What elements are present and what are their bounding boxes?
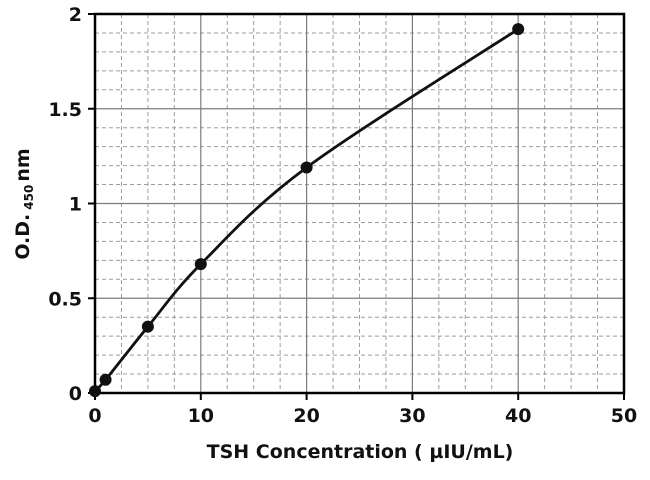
y-axis-title: O.D. 450 nm <box>12 148 36 259</box>
y-axis-title-unit: nm <box>12 148 34 182</box>
x-tick-label: 20 <box>293 405 319 427</box>
data-point <box>194 258 207 271</box>
y-tick-label: 2 <box>69 4 82 26</box>
y-tick-label: 1.5 <box>48 99 82 121</box>
x-tick-label: 0 <box>88 405 101 427</box>
x-tick-label: 10 <box>188 405 214 427</box>
y-axis-title-main: O.D. <box>12 213 34 260</box>
y-tick-label: 0.5 <box>48 288 82 310</box>
x-tick-label: 40 <box>505 405 531 427</box>
x-tick-label: 30 <box>399 405 425 427</box>
y-axis-title-subscript: 450 <box>22 184 36 210</box>
x-tick-label: 50 <box>611 405 637 427</box>
data-point <box>141 320 154 333</box>
y-tick-label: 1 <box>69 194 82 216</box>
data-point <box>89 385 101 398</box>
x-axis-title: TSH Concentration ( µIU/mL) <box>206 441 514 463</box>
data-point <box>300 161 313 174</box>
data-point <box>512 23 525 36</box>
data-point <box>99 373 112 386</box>
y-tick-label: 0 <box>69 383 82 405</box>
